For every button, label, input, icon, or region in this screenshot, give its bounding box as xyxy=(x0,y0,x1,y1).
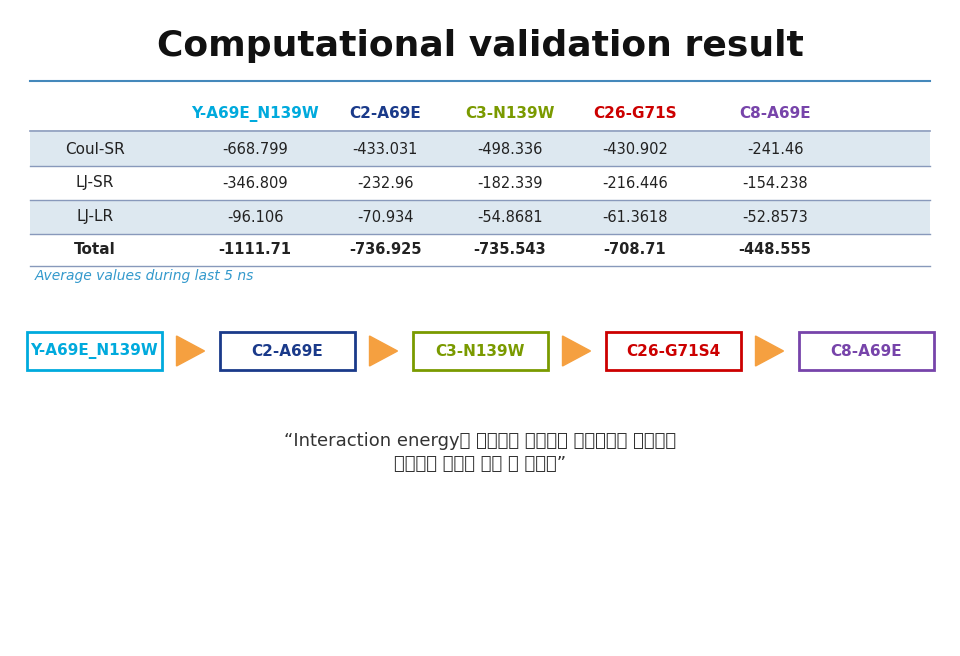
Text: C2-A69E: C2-A69E xyxy=(252,344,323,358)
Text: -448.555: -448.555 xyxy=(738,243,811,258)
Text: -736.925: -736.925 xyxy=(348,243,421,258)
Text: -668.799: -668.799 xyxy=(222,142,288,157)
Text: -54.8681: -54.8681 xyxy=(477,209,542,224)
Text: C2-A69E: C2-A69E xyxy=(349,106,420,121)
Bar xyxy=(30,234,930,266)
Text: LJ-SR: LJ-SR xyxy=(76,176,114,190)
Text: -346.809: -346.809 xyxy=(222,176,288,190)
Text: Y-A69E_N139W: Y-A69E_N139W xyxy=(191,106,319,122)
Text: -708.71: -708.71 xyxy=(604,243,666,258)
Text: -154.238: -154.238 xyxy=(742,176,807,190)
Bar xyxy=(30,132,930,166)
Text: Coul-SR: Coul-SR xyxy=(65,142,125,157)
Text: 순서대로 순위를 매길 수 있었다”: 순서대로 순위를 매길 수 있었다” xyxy=(394,455,566,473)
Polygon shape xyxy=(370,336,397,366)
Text: -498.336: -498.336 xyxy=(477,142,542,157)
Text: C26-G71S: C26-G71S xyxy=(593,106,677,121)
Text: Y-A69E_N139W: Y-A69E_N139W xyxy=(30,343,157,359)
Bar xyxy=(799,332,933,370)
Bar xyxy=(27,332,161,370)
Polygon shape xyxy=(177,336,204,366)
Text: Average values during last 5 ns: Average values during last 5 ns xyxy=(35,269,254,283)
Text: -182.339: -182.339 xyxy=(477,176,542,190)
Text: C3-N139W: C3-N139W xyxy=(466,106,555,121)
Bar xyxy=(30,200,930,234)
Bar xyxy=(30,166,930,200)
Text: -433.031: -433.031 xyxy=(352,142,418,157)
Text: -241.46: -241.46 xyxy=(747,142,804,157)
Text: “Interaction energy를 기준으로 결합력이 우수하다고 생각되는: “Interaction energy를 기준으로 결합력이 우수하다고 생각되… xyxy=(284,432,676,450)
Text: -52.8573: -52.8573 xyxy=(742,209,808,224)
Bar xyxy=(606,332,740,370)
Text: -735.543: -735.543 xyxy=(473,243,546,258)
Text: -216.446: -216.446 xyxy=(602,176,668,190)
Bar xyxy=(220,332,354,370)
Text: Computational validation result: Computational validation result xyxy=(156,29,804,63)
Text: C8-A69E: C8-A69E xyxy=(830,344,901,358)
Text: -61.3618: -61.3618 xyxy=(602,209,668,224)
Text: LJ-LR: LJ-LR xyxy=(77,209,113,224)
Bar xyxy=(413,332,547,370)
Text: C26-G71S4: C26-G71S4 xyxy=(626,344,720,358)
Text: -70.934: -70.934 xyxy=(357,209,413,224)
Text: Total: Total xyxy=(74,243,116,258)
Text: -96.106: -96.106 xyxy=(227,209,283,224)
Text: -430.902: -430.902 xyxy=(602,142,668,157)
Polygon shape xyxy=(756,336,783,366)
Polygon shape xyxy=(563,336,590,366)
Text: -1111.71: -1111.71 xyxy=(219,243,292,258)
Text: C8-A69E: C8-A69E xyxy=(739,106,811,121)
Text: C3-N139W: C3-N139W xyxy=(435,344,525,358)
Text: -232.96: -232.96 xyxy=(357,176,413,190)
